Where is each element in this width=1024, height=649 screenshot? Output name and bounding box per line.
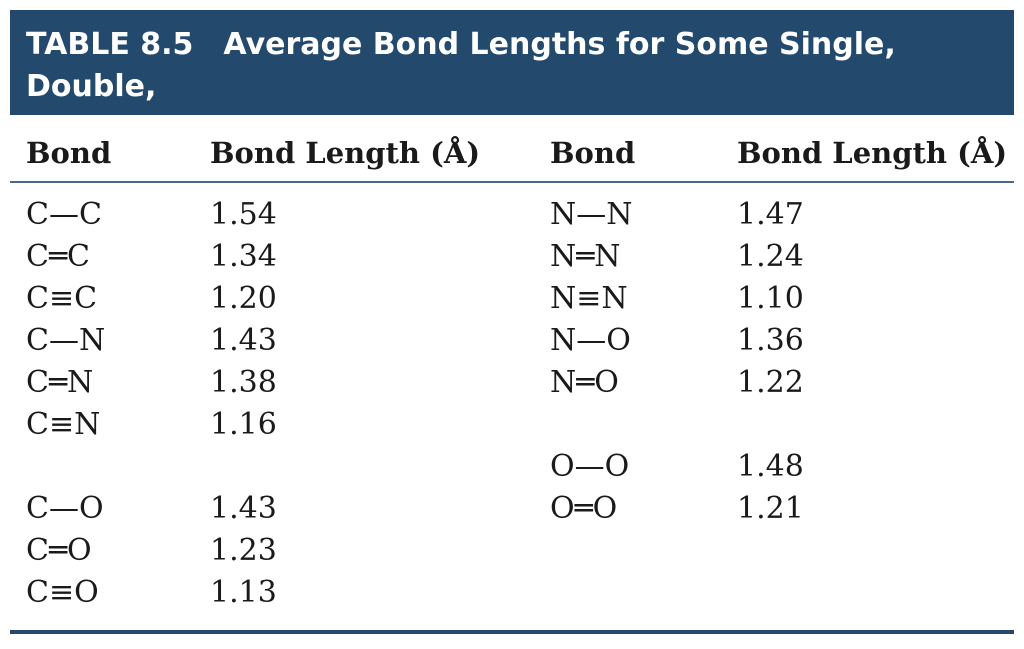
length-cell: 1.43 [210,323,277,358]
bond-cell: C═O [26,533,92,568]
length-cell: 1.23 [210,533,277,568]
table-number: TABLE 8.5 [26,27,194,62]
bond-cell: N═O [550,365,619,400]
header-bond-left: Bond [26,136,112,170]
table-row: C≡N 1.16 [10,395,1014,442]
table-row: O—O 1.48 [10,437,1014,484]
length-cell: 1.43 [210,491,277,526]
bond-cell: N—N [550,197,633,232]
header-length-right: Bond Length (Å) [737,136,1008,170]
bond-cell: C≡O [26,575,99,610]
table-row: C≡O 1.13 [10,563,1014,610]
bond-cell: C≡C [26,281,98,316]
length-cell: 1.47 [737,197,804,232]
table-title-bar: TABLE 8.5 Average Bond Lengths for Some S… [10,10,1014,146]
table-row: C═N 1.38 N═O 1.22 [10,353,1014,400]
bond-cell: O—O [550,449,630,484]
table-row: C—O 1.43 O═O 1.21 [10,479,1014,526]
title-line-1: TABLE 8.5 Average Bond Lengths for Some S… [26,24,998,108]
length-cell: 1.10 [737,281,804,316]
bond-cell: C—C [26,197,102,232]
bond-cell: C═N [26,365,94,400]
bond-cell: N═N [550,239,621,274]
bond-cell: C—O [26,491,104,526]
table-caption-line-2: and Triple Bonds [26,111,309,146]
length-cell: 1.54 [210,197,277,232]
length-cell: 1.21 [737,491,804,526]
length-cell: 1.24 [737,239,804,274]
table-row: C—N 1.43 N—O 1.36 [10,311,1014,358]
table-row: C═C 1.34 N═N 1.24 [10,227,1014,274]
length-cell: 1.36 [737,323,804,358]
table-header-row: Bond Bond Length (Å) Bond Bond Length (Å… [10,115,1014,183]
table-row: C═O 1.23 [10,521,1014,568]
bond-cell: C—N [26,323,106,358]
table-caption-line-1: Average Bond Lengths for Some Single, Do… [26,27,896,104]
table-body: C—C 1.54 N—N 1.47 C═C 1.34 N═N 1.24 C≡C … [10,185,1014,630]
bond-cell: C≡N [26,407,101,442]
bond-cell: O═O [550,491,618,526]
bond-cell: N—O [550,323,631,358]
bond-cell: C═C [26,239,90,274]
table-bottom-rule [10,630,1014,634]
length-cell: 1.22 [737,365,804,400]
length-cell: 1.13 [210,575,277,610]
header-bond-right: Bond [550,136,636,170]
table-row: C≡C 1.20 N≡N 1.10 [10,269,1014,316]
length-cell: 1.38 [210,365,277,400]
length-cell: 1.20 [210,281,277,316]
header-length-left: Bond Length (Å) [210,136,481,170]
length-cell: 1.48 [737,449,804,484]
length-cell: 1.34 [210,239,277,274]
table-row: C—C 1.54 N—N 1.47 [10,185,1014,232]
bond-cell: N≡N [550,281,628,316]
length-cell: 1.16 [210,407,277,442]
